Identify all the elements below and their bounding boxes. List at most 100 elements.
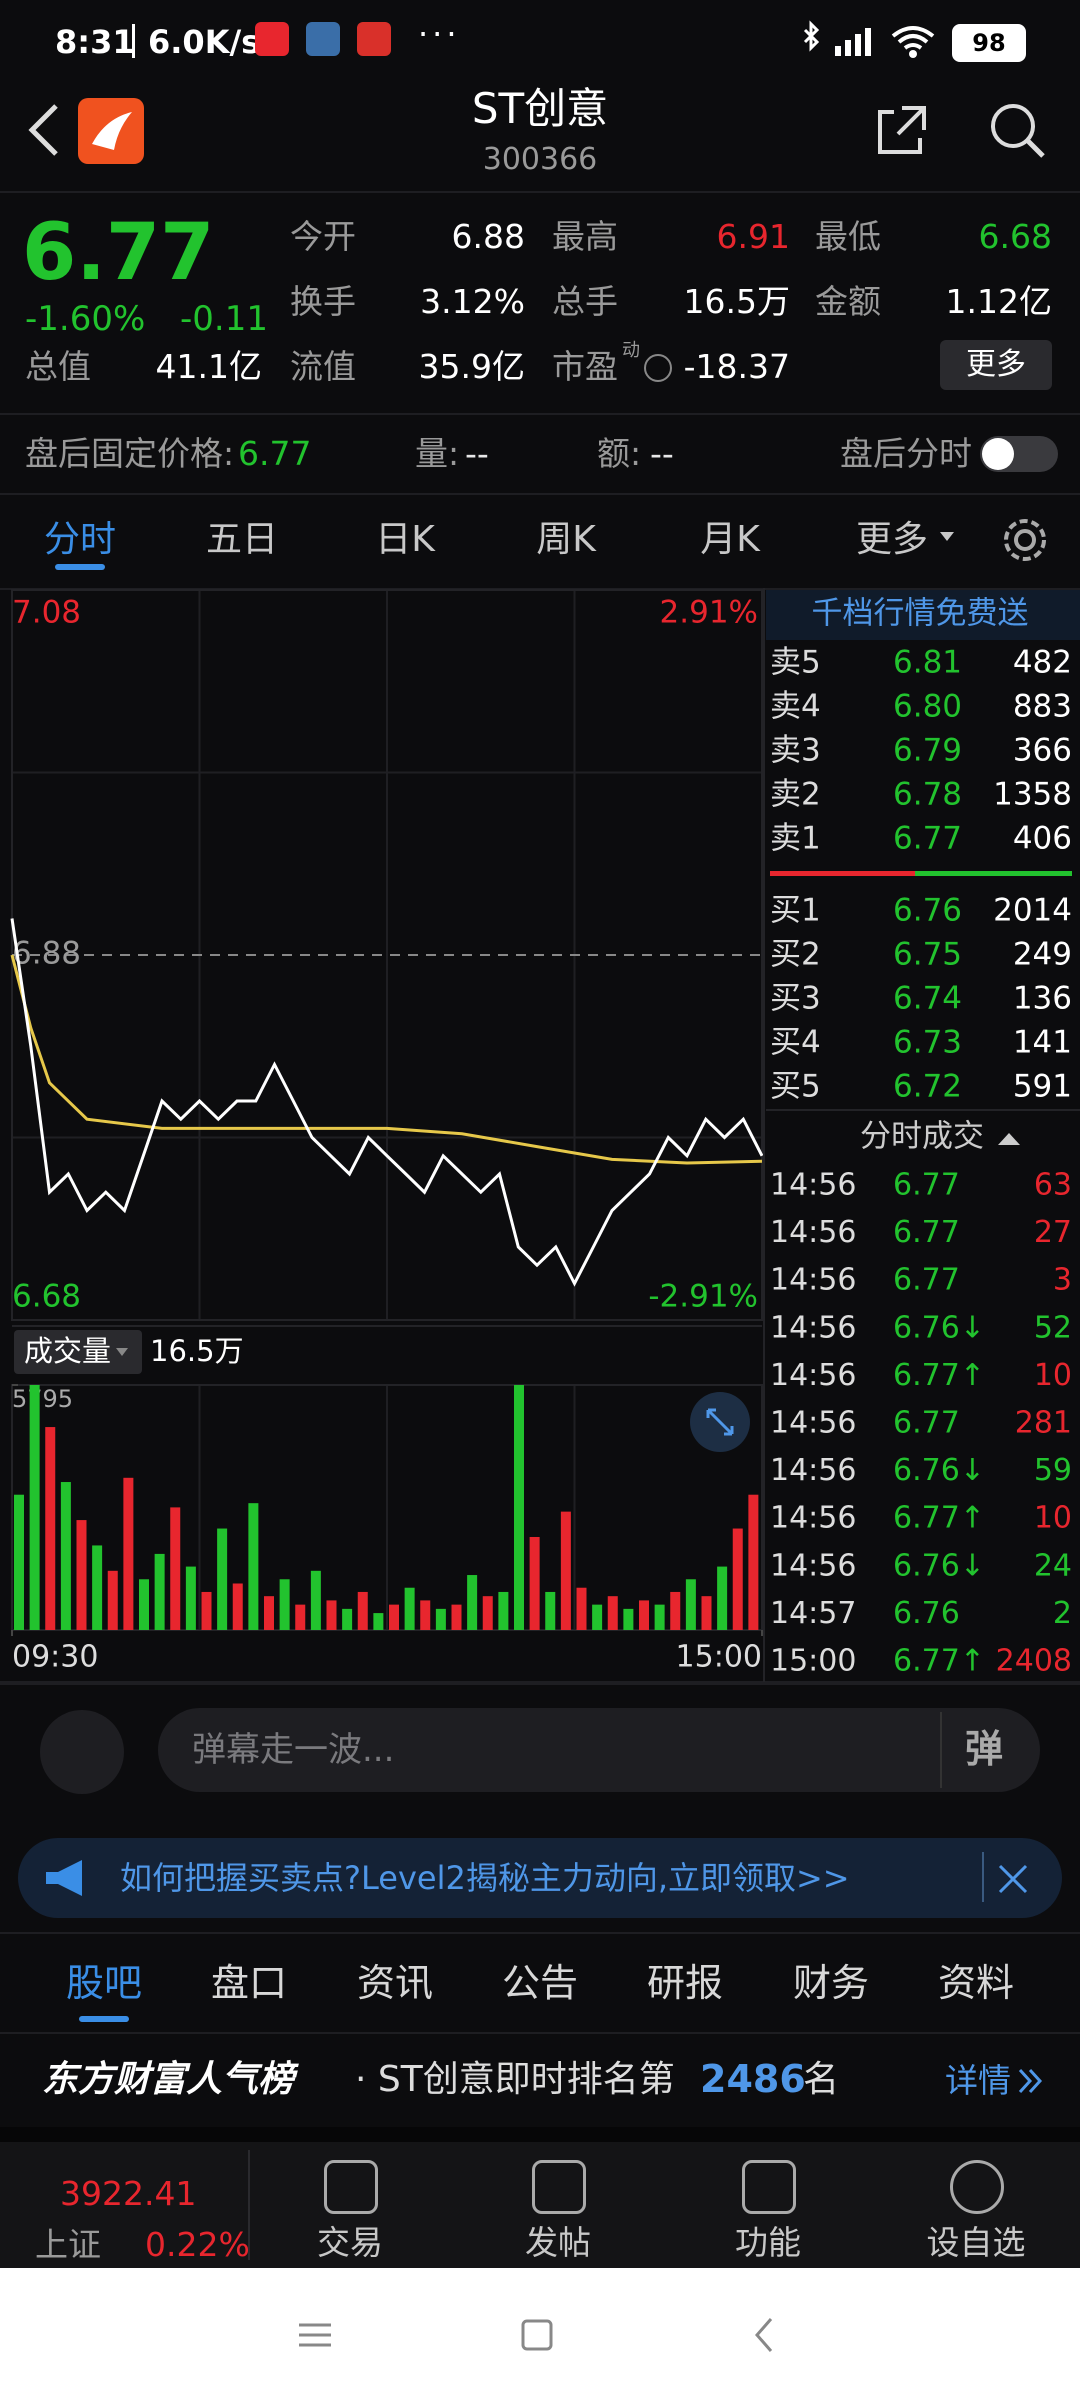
index-value[interactable]: 3922.41 [60, 2174, 197, 2213]
trade-volume: 281 [1015, 1406, 1072, 1441]
sell-price: 6.77 [893, 821, 962, 857]
volume-bar [404, 1587, 415, 1630]
volume-total: 16.5万 [150, 1334, 244, 1368]
volume-bar [92, 1545, 103, 1630]
after-hours-label: 盘后固定价格: [25, 434, 235, 473]
chart-tab[interactable]: 周K [536, 519, 596, 560]
field-value: 6.91 [716, 217, 790, 256]
ranking-details[interactable]: 详情 [945, 2061, 1011, 2100]
more-dots: ··· [418, 15, 461, 53]
ratio-bar-red [770, 871, 915, 876]
volume-bar [264, 1596, 274, 1630]
divider [0, 2032, 1080, 2034]
status-separator [132, 24, 135, 58]
section-tab[interactable]: 盘口 [210, 1961, 287, 2005]
chart-tab[interactable]: 五日 [205, 519, 278, 560]
field-value: 3.12% [420, 282, 525, 321]
toggle[interactable] [980, 436, 1058, 472]
settings-button[interactable] [1000, 515, 1050, 565]
volume-bar [45, 1427, 56, 1630]
chart-tab[interactable]: 分时 [43, 519, 116, 560]
trade-price: 6.77 [893, 1263, 960, 1298]
menu-button[interactable] [295, 2315, 335, 2355]
field-value: -18.37 [683, 347, 790, 386]
barrage-button[interactable]: 弹 [965, 1727, 1004, 1771]
expand-icon [706, 1408, 734, 1436]
banner[interactable] [18, 1838, 1062, 1918]
volume-bar [576, 1587, 587, 1630]
back-button[interactable] [22, 100, 66, 160]
volume-bar [639, 1600, 649, 1630]
barrage-icon[interactable] [40, 1710, 124, 1794]
y-tick-label: 5795 [12, 1385, 73, 1413]
barrage-input[interactable] [158, 1708, 1040, 1792]
trade-price: 6.76↓ [893, 1310, 985, 1345]
share-button[interactable] [872, 100, 932, 160]
volume-bar [467, 1575, 478, 1630]
y-tick-label: 6.88 [12, 936, 81, 972]
field-value: 1.12亿 [945, 282, 1052, 321]
nav-label[interactable]: 交易 [317, 2223, 383, 2262]
trade-volume: 27 [1034, 1215, 1072, 1250]
volume-bar [139, 1579, 149, 1630]
volume-bar [623, 1608, 634, 1630]
volume-bar [342, 1608, 353, 1630]
volume-bar [670, 1591, 681, 1630]
status-icons [803, 20, 935, 58]
volume-bar [217, 1528, 228, 1630]
volume-bar [748, 1494, 759, 1630]
volume-bar [14, 1494, 24, 1630]
volume-bar [60, 1482, 71, 1630]
buy-price: 6.75 [893, 937, 962, 973]
section-tab[interactable]: 资讯 [356, 1961, 433, 2005]
more-button[interactable]: 更多 [940, 340, 1052, 390]
notif-icon [306, 22, 340, 56]
trade-price: 6.76 [893, 1596, 960, 1631]
battery: 98 [952, 24, 1026, 62]
section-tab[interactable]: 股吧 [65, 1961, 142, 2005]
back-nav-button[interactable] [745, 2315, 785, 2355]
section-tab[interactable]: 研报 [646, 1961, 723, 2005]
volume-bar [560, 1511, 571, 1630]
section-tab[interactable]: 公告 [501, 1961, 578, 2005]
trade-price: 6.77↑ [893, 1358, 985, 1393]
chart-tab[interactable]: 月K [700, 519, 760, 560]
trade-volume: 59 [1034, 1453, 1072, 1488]
promo-text: 千档行情免费送 [812, 596, 1029, 632]
trade-volume: 2 [1053, 1596, 1072, 1631]
trade-volume: 52 [1034, 1310, 1072, 1345]
section-tab[interactable]: 财务 [792, 1961, 869, 2005]
chart-tab[interactable]: 更多 [855, 519, 928, 560]
volume-bar [123, 1477, 134, 1630]
buy-label: 买5 [770, 1069, 821, 1105]
field-label: 换手 [290, 282, 356, 321]
buy-label: 买4 [770, 1025, 821, 1061]
chart-tab[interactable]: 日K [375, 519, 435, 560]
volume-bar [435, 1608, 446, 1630]
tab-underline [79, 2016, 129, 2022]
volume-bar [29, 1385, 40, 1630]
section-tab[interactable]: 资料 [937, 1961, 1014, 2005]
nav-label[interactable]: 功能 [735, 2223, 801, 2262]
volume-bar [310, 1570, 321, 1630]
buy-label: 买3 [770, 981, 821, 1017]
notif-icon [357, 22, 391, 56]
home-button[interactable] [517, 2315, 557, 2355]
trade-price: 6.77 [893, 1215, 960, 1250]
nav-label[interactable]: 发帖 [525, 2223, 591, 2262]
after-hours-price: 6.77 [238, 434, 312, 473]
search-button[interactable] [985, 98, 1049, 162]
change-percent: -1.60% [25, 299, 146, 339]
trade-time: 14:56 [770, 1215, 856, 1250]
field-label: 市盈 [552, 347, 618, 386]
tab-underline [55, 564, 105, 570]
nav-label[interactable]: 设自选 [926, 2223, 1026, 2262]
volume-label: 量: [415, 434, 460, 473]
volume-bar [685, 1579, 696, 1630]
volume-bar [654, 1604, 665, 1630]
banner-close[interactable] [996, 1862, 1030, 1896]
volume-bar [154, 1553, 165, 1630]
ranking-text: · ST创意即时排名第 [355, 2059, 675, 2100]
trade-volume: 10 [1034, 1358, 1072, 1393]
nav-icon [532, 2160, 586, 2214]
